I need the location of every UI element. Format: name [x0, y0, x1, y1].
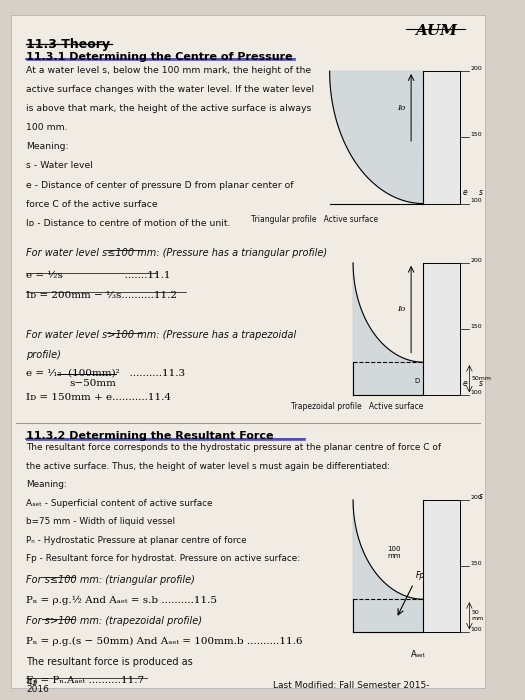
Text: active surface changes with the water level. If the water level: active surface changes with the water le…	[26, 85, 314, 94]
Text: s: s	[479, 379, 483, 389]
Text: s: s	[479, 492, 483, 501]
Text: 200: 200	[470, 66, 482, 71]
Bar	[424, 500, 460, 632]
Text: Iᴅ = 150mm + e...........11.4: Iᴅ = 150mm + e...........11.4	[26, 393, 171, 402]
Bar	[424, 262, 460, 396]
Text: 43: 43	[26, 678, 37, 687]
Text: 200: 200	[470, 258, 482, 262]
Text: Last Modified: Fall Semester 2015-: Last Modified: Fall Semester 2015-	[273, 681, 429, 690]
Text: Meaning:: Meaning:	[26, 142, 69, 151]
Text: force C of the active surface: force C of the active surface	[26, 199, 158, 209]
Text: Pₙ = ρ.g.(s − 50mm) And Aₐₑₜ = 100mm.b ..........11.6: Pₙ = ρ.g.(s − 50mm) And Aₐₑₜ = 100mm.b .…	[26, 637, 302, 646]
Text: 100: 100	[470, 390, 482, 395]
Text: e: e	[463, 188, 468, 197]
Text: AUM: AUM	[415, 24, 457, 38]
Text: b=75 mm - Width of liquid vessel: b=75 mm - Width of liquid vessel	[26, 517, 175, 526]
Text: Iᴅ - Distance to centre of motion of the unit.: Iᴅ - Distance to centre of motion of the…	[26, 219, 230, 228]
Text: 150: 150	[470, 561, 482, 566]
Text: 100: 100	[470, 627, 482, 632]
Text: e = ¹⁄₁₂  (100mm)²   ..........11.3: e = ¹⁄₁₂ (100mm)² ..........11.3	[26, 368, 185, 377]
Text: For water level s>100 mm: (Pressure has a trapezoidal: For water level s>100 mm: (Pressure has …	[26, 330, 296, 340]
Text: s - Water level: s - Water level	[26, 162, 93, 170]
Text: 50
mm: 50 mm	[471, 610, 484, 621]
Text: Pₙ = ρ.g.½ And Aₐₑₜ = s.b ..........11.5: Pₙ = ρ.g.½ And Aₐₑₜ = s.b ..........11.5	[26, 596, 217, 605]
Text: Pₙ - Hydrostatic Pressure at planar centre of force: Pₙ - Hydrostatic Pressure at planar cent…	[26, 536, 247, 545]
Text: s−50mm: s−50mm	[69, 379, 117, 388]
Text: 50mm: 50mm	[471, 377, 491, 382]
Text: 200: 200	[470, 495, 482, 500]
Text: For s≤100 mm: (triangular profile): For s≤100 mm: (triangular profile)	[26, 575, 195, 584]
Text: 100
mm: 100 mm	[387, 547, 401, 559]
Text: Meaning:: Meaning:	[26, 480, 67, 489]
Text: e - Distance of center of pressure D from planar center of: e - Distance of center of pressure D fro…	[26, 181, 293, 190]
Text: 150: 150	[470, 132, 482, 137]
Text: Io: Io	[397, 305, 405, 313]
Polygon shape	[353, 262, 424, 396]
Text: For water level s≤100 mm: (Pressure has a triangular profile): For water level s≤100 mm: (Pressure has …	[26, 248, 327, 258]
Text: 11.3.1 Determining the Centre of Pressure: 11.3.1 Determining the Centre of Pressur…	[26, 52, 293, 62]
Text: Iᴅ = 200mm − ⅓s..........11.2: Iᴅ = 200mm − ⅓s..........11.2	[26, 290, 177, 300]
Polygon shape	[353, 500, 424, 632]
Text: Aₐₑₜ: Aₐₑₜ	[411, 650, 426, 659]
Text: 150: 150	[470, 324, 482, 329]
Polygon shape	[330, 71, 424, 204]
FancyBboxPatch shape	[11, 15, 485, 688]
Text: the active surface. Thus, the height of water level s must again be differentiat: the active surface. Thus, the height of …	[26, 462, 390, 471]
Text: Aₐₑₜ - Superficial content of active surface: Aₐₑₜ - Superficial content of active sur…	[26, 499, 213, 508]
Text: For s>100 mm: (trapezoidal profile): For s>100 mm: (trapezoidal profile)	[26, 616, 202, 626]
Text: Triangular profile   Active surface: Triangular profile Active surface	[251, 216, 379, 225]
Text: Io: Io	[397, 104, 405, 111]
Text: D: D	[414, 379, 419, 384]
Text: s: s	[479, 188, 483, 197]
Text: 11.3.2 Determining the Resultant Force: 11.3.2 Determining the Resultant Force	[26, 431, 274, 441]
Text: profile): profile)	[26, 350, 61, 360]
Text: Trapezoidal profile   Active surface: Trapezoidal profile Active surface	[291, 402, 423, 412]
Text: Fp - Resultant force for hydrostat. Pressure on active surface:: Fp - Resultant force for hydrostat. Pres…	[26, 554, 300, 564]
Text: 100 mm.: 100 mm.	[26, 123, 68, 132]
Text: is above that mark, the height of the active surface is always: is above that mark, the height of the ac…	[26, 104, 311, 113]
Text: Fp: Fp	[416, 571, 425, 580]
Text: 11.3 Theory: 11.3 Theory	[26, 38, 110, 50]
Bar	[424, 71, 460, 204]
Text: 100: 100	[470, 198, 482, 203]
Text: e = ½s                   .......11.1: e = ½s .......11.1	[26, 271, 171, 280]
Text: At a water level s, below the 100 mm mark, the height of the: At a water level s, below the 100 mm mar…	[26, 66, 311, 74]
Text: The resultant force corresponds to the hydrostatic pressure at the planar centre: The resultant force corresponds to the h…	[26, 443, 441, 452]
Text: Fₚ = Pₙ.Aₐₑₜ ..........11.7: Fₚ = Pₙ.Aₐₑₜ ..........11.7	[26, 676, 144, 685]
Text: e: e	[463, 379, 468, 389]
Text: 2016: 2016	[26, 685, 49, 694]
Text: The resultant force is produced as: The resultant force is produced as	[26, 657, 193, 667]
